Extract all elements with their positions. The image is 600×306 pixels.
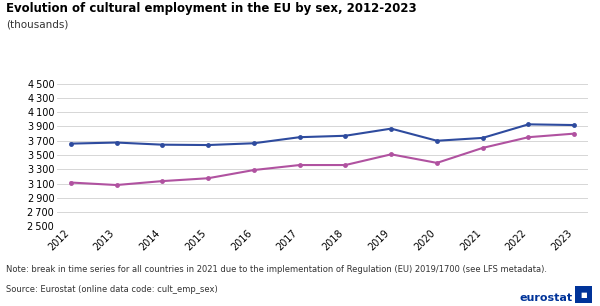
Text: Note: break in time series for all countries in 2021 due to the implementation o: Note: break in time series for all count… — [6, 265, 547, 274]
Text: Source: Eurostat (online data code: cult_emp_sex): Source: Eurostat (online data code: cult… — [6, 285, 218, 294]
Text: eurostat: eurostat — [519, 293, 572, 303]
Text: Evolution of cultural employment in the EU by sex, 2012-2023: Evolution of cultural employment in the … — [6, 2, 416, 14]
Text: ■: ■ — [580, 292, 587, 297]
Text: (thousands): (thousands) — [6, 20, 68, 30]
